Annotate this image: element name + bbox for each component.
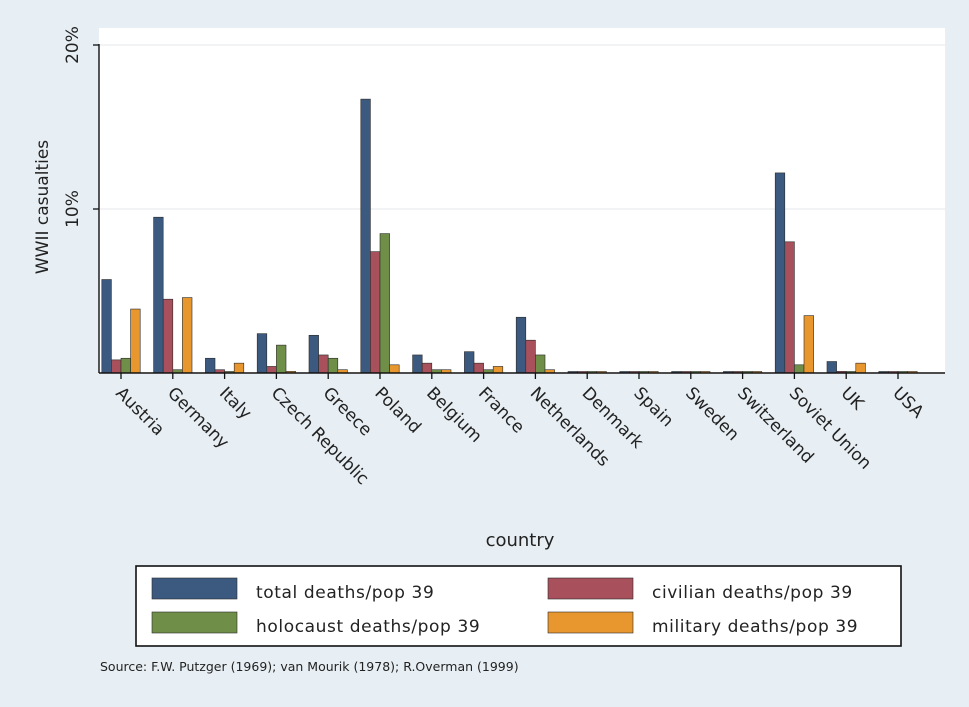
bar-total-netherlands	[515, 316, 527, 374]
legend-label: holocaust deaths/pop 39	[256, 617, 480, 637]
bar-holocaust-greece	[327, 357, 339, 374]
y-tick-label: 10%	[63, 190, 83, 228]
bar-civilian-czech-republic	[266, 366, 277, 374]
bar-civilian-poland	[370, 251, 381, 374]
x-tick-label: Belgium	[422, 383, 485, 446]
legend-swatch	[151, 577, 238, 600]
bar-holocaust-austria	[120, 357, 131, 374]
x-tick-label: Czech Republic	[267, 383, 373, 489]
legend-box	[135, 565, 902, 647]
bar-total-uk	[826, 361, 837, 374]
bar-total-greece	[308, 334, 319, 374]
legend: total deaths/pop 39 civilian deaths/pop 3…	[151, 577, 858, 637]
x-tick-label: Poland	[370, 383, 424, 437]
bar-military-germany	[182, 297, 193, 374]
bar-total-soviet-union	[774, 172, 786, 374]
bar-civilian-greece	[318, 354, 329, 374]
bar-total-austria	[101, 279, 112, 374]
bar-civilian-soviet-union	[784, 241, 795, 374]
bar-total-germany	[153, 216, 164, 374]
legend-label: total deaths/pop 39	[256, 583, 434, 603]
x-tick-label: Italy	[215, 383, 255, 423]
legend-label: military deaths/pop 39	[652, 617, 858, 637]
y-tick-label: 20%	[63, 26, 83, 64]
bar-military-france	[492, 366, 504, 374]
legend-swatch	[547, 577, 634, 600]
bar-holocaust-czech-republic	[276, 344, 287, 374]
bar-civilian-germany	[162, 298, 174, 374]
source-note: Source: F.W. Putzger (1969); van Mourik …	[100, 659, 519, 674]
bar-total-italy	[205, 357, 216, 374]
bar-civilian-austria	[111, 359, 122, 374]
bar-military-poland	[389, 364, 400, 374]
bar-holocaust-poland	[379, 233, 390, 374]
x-tick-label: Spain	[629, 383, 677, 431]
x-axis-title: country	[486, 530, 555, 551]
axes	[93, 44, 945, 379]
legend-label: civilian deaths/pop 39	[652, 583, 853, 603]
y-axis-title: WWII casualties	[33, 140, 53, 274]
x-tick-label: USA	[888, 383, 927, 422]
bar-total-france	[464, 351, 475, 374]
bar-holocaust-netherlands	[535, 354, 546, 374]
bars	[101, 98, 918, 374]
bar-military-austria	[130, 308, 141, 374]
bar-civilian-france	[473, 362, 484, 374]
legend-swatch	[151, 611, 238, 634]
y-tick-labels: 10% 20%	[63, 26, 83, 228]
x-tick-label: UK	[837, 383, 868, 414]
bar-total-poland	[360, 98, 371, 374]
bar-civilian-netherlands	[525, 339, 536, 374]
bar-military-soviet-union	[803, 315, 814, 374]
x-tick-label: Sweden	[681, 383, 743, 445]
bar-military-italy	[233, 362, 245, 374]
bar-total-belgium	[412, 354, 423, 374]
bar-military-uk	[855, 362, 866, 374]
bar-civilian-belgium	[421, 362, 433, 374]
x-tick-label: Austria	[111, 383, 168, 440]
bar-total-czech-republic	[256, 333, 268, 374]
bar-holocaust-soviet-union	[794, 364, 805, 374]
gridlines	[100, 44, 945, 210]
legend-swatch	[547, 611, 634, 634]
